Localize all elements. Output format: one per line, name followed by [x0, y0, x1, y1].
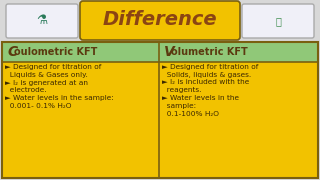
Text: olumetric KFT: olumetric KFT [171, 47, 248, 57]
Bar [159, 62, 318, 178]
Text: 🖥: 🖥 [275, 16, 281, 26]
FancyBboxPatch shape [6, 4, 78, 38]
Text: V: V [164, 45, 175, 59]
FancyBboxPatch shape [80, 1, 240, 40]
Text: ► Designed for titration of
  Solids, liquids & gases.
► I₂ is included with the: ► Designed for titration of Solids, liqu… [162, 64, 258, 116]
Bar [2, 42, 159, 62]
FancyBboxPatch shape [242, 4, 314, 38]
Bar [2, 62, 159, 178]
Bar [159, 42, 318, 62]
Bar [2, 42, 318, 178]
Bar [0, 0, 320, 42]
Text: C: C [7, 45, 17, 59]
Text: ► Designed for titration of
  Liquids & Gases only.
► I₂ is generated at an
  el: ► Designed for titration of Liquids & Ga… [5, 64, 114, 109]
Text: ⚗: ⚗ [36, 15, 48, 28]
Text: oulometric KFT: oulometric KFT [14, 47, 97, 57]
Text: Difference: Difference [103, 10, 217, 29]
